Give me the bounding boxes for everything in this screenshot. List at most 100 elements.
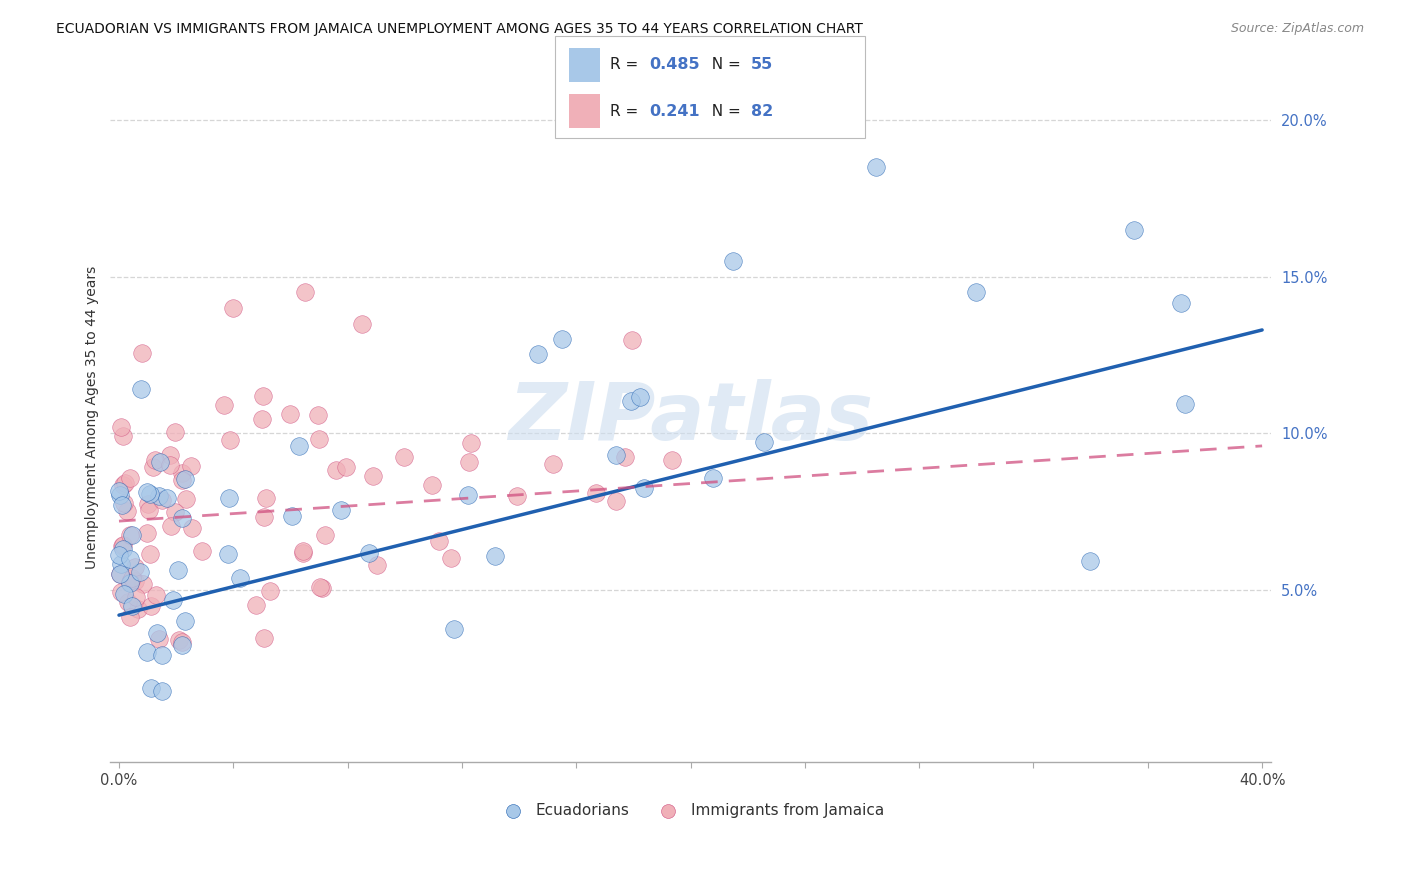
Point: [112, 478, 135, 492]
Point: [309, 580, 332, 594]
Point: [128, 566, 150, 580]
Point: [287, 439, 309, 453]
Point: [108, 483, 131, 498]
Point: [110, 566, 132, 581]
Point: [117, 595, 139, 609]
Point: [1078, 554, 1101, 568]
Point: [127, 601, 149, 615]
Point: [121, 528, 143, 542]
Point: [124, 590, 146, 604]
Text: R =: R =: [610, 103, 644, 119]
Point: [253, 509, 276, 524]
Point: [191, 544, 214, 558]
Point: [180, 459, 202, 474]
Point: [1174, 397, 1197, 411]
Point: [661, 452, 683, 467]
Point: [131, 346, 153, 360]
Point: [110, 419, 132, 434]
Point: [1122, 222, 1144, 236]
Point: [214, 398, 236, 412]
Point: [366, 558, 388, 572]
Point: [965, 285, 987, 300]
Point: [253, 631, 276, 645]
Text: 0.485: 0.485: [650, 57, 700, 72]
Point: [120, 576, 142, 591]
Point: [307, 408, 329, 422]
Point: [311, 581, 333, 595]
Point: [115, 504, 138, 518]
Point: [149, 455, 172, 469]
Point: [124, 559, 146, 574]
Point: [145, 625, 167, 640]
Point: [121, 571, 143, 585]
Point: [723, 254, 745, 268]
Point: [620, 333, 643, 347]
Point: [1170, 295, 1192, 310]
Point: [142, 459, 165, 474]
Point: [229, 571, 252, 585]
Text: Source: ZipAtlas.com: Source: ZipAtlas.com: [1230, 22, 1364, 36]
Point: [541, 457, 564, 471]
Point: [118, 528, 141, 542]
Point: [112, 428, 135, 442]
Point: [110, 585, 132, 599]
Text: R =: R =: [610, 57, 644, 72]
Point: [170, 638, 193, 652]
Point: [702, 471, 724, 485]
Text: N =: N =: [702, 57, 745, 72]
Point: [865, 160, 887, 174]
Point: [280, 407, 302, 421]
Point: [121, 599, 143, 613]
Point: [159, 458, 181, 472]
Point: [457, 488, 479, 502]
Point: [143, 453, 166, 467]
Point: [114, 475, 136, 490]
Point: [633, 481, 655, 495]
Text: ZIPatlas: ZIPatlas: [508, 379, 873, 457]
Point: [150, 684, 173, 698]
Point: [132, 577, 155, 591]
Point: [118, 471, 141, 485]
Point: [291, 544, 314, 558]
Point: [443, 623, 465, 637]
Point: [170, 466, 193, 480]
Point: [172, 511, 194, 525]
Point: [124, 574, 146, 588]
Point: [170, 474, 193, 488]
Point: [172, 635, 194, 649]
Point: [167, 563, 190, 577]
Point: [156, 491, 179, 506]
Point: [139, 547, 162, 561]
Point: [174, 492, 197, 507]
Legend: Ecuadorians, Immigrants from Jamaica: Ecuadorians, Immigrants from Jamaica: [491, 797, 890, 823]
Text: ECUADORIAN VS IMMIGRANTS FROM JAMAICA UNEMPLOYMENT AMONG AGES 35 TO 44 YEARS COR: ECUADORIAN VS IMMIGRANTS FROM JAMAICA UN…: [56, 22, 863, 37]
Point: [330, 503, 353, 517]
Text: N =: N =: [702, 103, 745, 119]
Point: [335, 459, 357, 474]
Point: [112, 587, 135, 601]
Point: [357, 546, 380, 560]
Point: [314, 528, 336, 542]
Point: [181, 521, 204, 535]
Y-axis label: Unemployment Among Ages 35 to 44 years: Unemployment Among Ages 35 to 44 years: [86, 266, 100, 569]
Point: [148, 632, 170, 646]
Point: [551, 332, 574, 346]
Point: [458, 455, 481, 469]
Point: [145, 588, 167, 602]
Point: [752, 434, 775, 449]
Point: [484, 549, 506, 563]
Text: 55: 55: [751, 57, 773, 72]
Text: 82: 82: [751, 103, 773, 119]
Point: [252, 412, 274, 426]
Point: [163, 425, 186, 439]
Point: [460, 436, 482, 450]
Point: [252, 389, 274, 403]
Point: [112, 538, 135, 552]
Point: [136, 645, 159, 659]
Point: [292, 545, 315, 559]
Point: [281, 508, 304, 523]
Point: [136, 497, 159, 511]
Point: [139, 599, 162, 614]
Point: [110, 498, 132, 512]
Point: [138, 502, 160, 516]
